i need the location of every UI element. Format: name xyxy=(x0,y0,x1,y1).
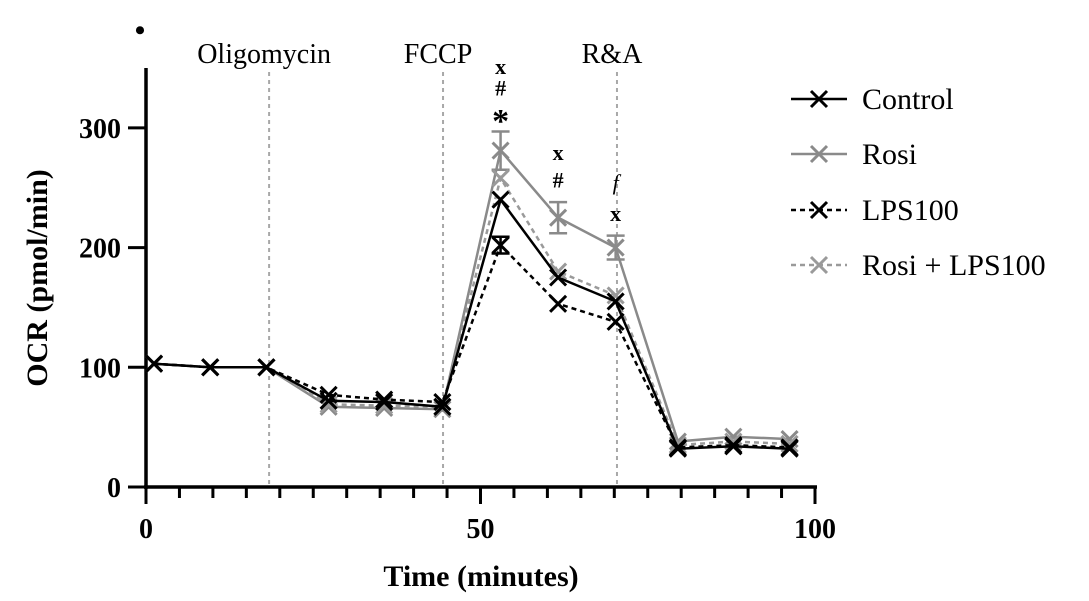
series-0 xyxy=(144,190,799,458)
legend-label-2: LPS100 xyxy=(862,194,959,227)
y-tick-label-200: 200 xyxy=(79,234,121,265)
y-tick-label-100: 100 xyxy=(79,353,121,384)
axes xyxy=(144,68,817,489)
legend-marker-1 xyxy=(809,144,829,164)
injection-label-2: R&A xyxy=(582,39,643,70)
series-line-0 xyxy=(153,196,790,450)
legend-label-1: Rosi xyxy=(862,138,917,171)
point-0-5 xyxy=(433,397,452,416)
annotation-5: f xyxy=(613,170,622,195)
point-0-4 xyxy=(375,392,394,412)
point-0-10 xyxy=(724,437,743,456)
x-tick-label-100: 100 xyxy=(794,514,836,545)
annotation-0: x xyxy=(495,54,506,79)
annotation-6: x xyxy=(610,201,621,226)
injection-label-0: Oligomycin xyxy=(197,39,331,70)
series-line-1 xyxy=(153,147,790,443)
point-0-2 xyxy=(257,358,276,377)
y-tick-label-300: 300 xyxy=(79,114,121,145)
annotation-3: x xyxy=(553,140,564,165)
legend: Control Rosi LPS100 Rosi + LPS100 xyxy=(791,83,1046,282)
significance-annotations: x#*x# fx xyxy=(492,54,622,226)
annotation-1: # xyxy=(495,76,506,101)
y-tick-label-0: 0 xyxy=(107,473,121,504)
point-1-8 xyxy=(606,238,625,257)
point-3-8 xyxy=(606,286,625,305)
series-line-3 xyxy=(153,174,790,447)
point-2-7 xyxy=(549,294,568,313)
y-axis-label: OCR (pmol/min) xyxy=(21,169,54,387)
legend-marker-2 xyxy=(809,200,829,220)
point-0-0 xyxy=(144,354,164,373)
annotation-2: * xyxy=(492,103,509,140)
annotation-4: # xyxy=(553,168,564,193)
point-1-7 xyxy=(549,208,568,227)
x-tick-label-50: 50 xyxy=(467,514,495,545)
series-layer xyxy=(144,130,799,458)
point-0-11 xyxy=(780,439,799,458)
x-axis-label: Time (minutes) xyxy=(383,560,578,593)
series-2 xyxy=(144,235,799,457)
point-3-4 xyxy=(375,396,394,415)
x-tick-label-0: 0 xyxy=(139,514,153,545)
legend-label-3: Rosi + LPS100 xyxy=(862,249,1046,282)
point-2-4 xyxy=(375,390,394,409)
point-0-9 xyxy=(668,439,687,458)
point-0-7 xyxy=(549,268,568,287)
axis-ticks: 0 50 100 0 100 200 300 xyxy=(79,114,836,545)
series-3 xyxy=(144,169,799,455)
point-1-5 xyxy=(433,400,452,419)
point-0-3 xyxy=(319,391,338,410)
legend-marker-0 xyxy=(809,89,829,109)
corner-mark: • xyxy=(135,14,146,47)
legend-label-0: Control xyxy=(862,83,954,116)
injection-label-1: FCCP xyxy=(404,39,473,70)
injection-lines: Oligomycin FCCP R&A xyxy=(197,39,643,487)
point-1-6 xyxy=(491,141,510,160)
point-2-6 xyxy=(491,236,510,255)
legend-marker-3 xyxy=(809,255,829,275)
point-3-6 xyxy=(491,169,510,188)
point-3-7 xyxy=(549,262,568,281)
point-0-1 xyxy=(201,358,220,377)
point-0-8 xyxy=(606,292,625,311)
point-0-6 xyxy=(491,190,510,209)
